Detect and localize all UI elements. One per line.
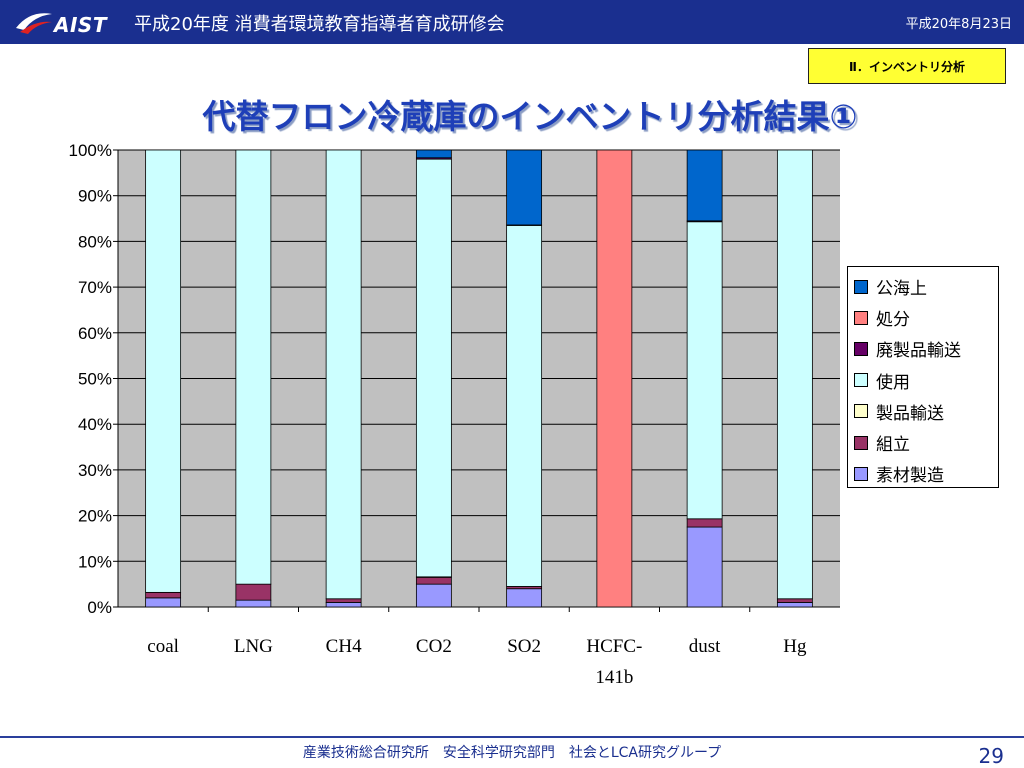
x-tick-label: coal	[147, 636, 179, 657]
legend-label: 廃製品輸送	[876, 341, 961, 362]
bar-segment	[235, 583, 272, 601]
event-date: 平成20年8月23日	[905, 17, 1012, 32]
x-tick-label: HCFC-	[586, 636, 642, 657]
bar-segment	[325, 149, 362, 600]
bar-segment	[235, 149, 272, 585]
x-tick-label: SO2	[507, 636, 541, 657]
header-bar: AIST 平成20年度 消費者環境教育指導者育成研修会 平成20年8月23日	[0, 0, 1024, 44]
legend-label: 組立	[876, 435, 910, 456]
bar-segment	[415, 158, 452, 578]
legend-label: 使用	[876, 372, 910, 393]
legend-item: 素材製造	[854, 458, 998, 489]
aist-logo: AIST	[14, 8, 126, 37]
x-tick-label: 141b	[595, 667, 633, 688]
bar-segment	[325, 598, 362, 603]
footer-organization: 産業技術総合研究所 安全科学研究部門 社会とLCA研究グループ	[302, 745, 722, 761]
legend-swatch	[854, 404, 868, 419]
stacked-bar-chart: 0% 10% 20% 30% 40% 50% 60% 70% 80% 90% 100% coal LNG…	[69, 141, 840, 688]
bar-segment	[776, 602, 813, 608]
x-tick-label: Hg	[783, 636, 807, 657]
bar-segment	[686, 526, 723, 608]
legend-item: 使用	[854, 365, 998, 396]
y-tick-label: 80%	[78, 232, 112, 251]
footer-divider	[0, 736, 1024, 738]
bar-segment	[415, 583, 452, 608]
bar-segment	[686, 221, 723, 520]
legend-swatch	[854, 466, 868, 481]
legend-item: 廃製品輸送	[854, 333, 998, 364]
bar-segment	[145, 149, 182, 593]
y-tick-label: 0%	[87, 598, 112, 617]
legend-label: 処分	[876, 310, 910, 331]
bar-segment	[415, 576, 452, 585]
legend-label: 公海上	[876, 279, 927, 300]
legend-item: 組立	[854, 427, 998, 458]
section-badge: Ⅱ．インベントリ分析	[808, 48, 1006, 84]
bar-segment	[325, 602, 362, 608]
y-tick-label: 100%	[69, 141, 112, 160]
logo-text: AIST	[54, 13, 107, 37]
bar-segment	[506, 225, 543, 587]
legend-item: 製品輸送	[854, 396, 998, 427]
slide-title: 代替フロン冷蔵庫のインベントリ分析結果①	[202, 97, 858, 136]
y-tick-label: 30%	[78, 461, 112, 480]
x-tick-label: LNG	[234, 636, 273, 657]
y-tick-label: 20%	[78, 507, 112, 526]
bar-segment	[235, 599, 272, 608]
y-tick-label: 90%	[78, 187, 112, 206]
legend-swatch	[854, 373, 868, 388]
legend-swatch	[854, 341, 868, 356]
legend-swatch	[854, 279, 868, 294]
y-tick-label: 10%	[78, 552, 112, 571]
x-tick-label: CO2	[416, 636, 452, 657]
x-tick-label: dust	[689, 636, 721, 657]
legend-swatch	[854, 435, 868, 450]
x-tick-label: CH4	[326, 636, 362, 657]
legend-item: 公海上	[854, 271, 998, 302]
y-tick-label: 60%	[78, 324, 112, 343]
legend-label: 製品輸送	[876, 403, 944, 424]
bar-segment	[506, 149, 543, 226]
legend-label: 素材製造	[876, 466, 944, 487]
bar-segment	[776, 598, 813, 603]
bar-segment	[506, 588, 543, 608]
legend-swatch	[854, 310, 868, 325]
bar-segment	[145, 597, 182, 608]
chart-legend: 公海上処分廃製品輸送使用製品輸送組立素材製造	[847, 266, 999, 488]
y-tick-label: 70%	[78, 278, 112, 297]
bar-segment	[776, 149, 813, 600]
legend-item: 処分	[854, 302, 998, 333]
bar-segment	[686, 149, 723, 222]
y-tick-label: 50%	[78, 370, 112, 389]
event-title: 平成20年度 消費者環境教育指導者育成研修会	[134, 14, 505, 35]
y-tick-label: 40%	[78, 415, 112, 434]
bar-segment	[145, 591, 182, 599]
bar-segment	[596, 149, 633, 608]
page-number: 29	[978, 744, 1004, 768]
bar-segment	[415, 149, 452, 159]
logo-swoosh-icon	[16, 13, 52, 34]
bar-segment	[686, 518, 723, 528]
